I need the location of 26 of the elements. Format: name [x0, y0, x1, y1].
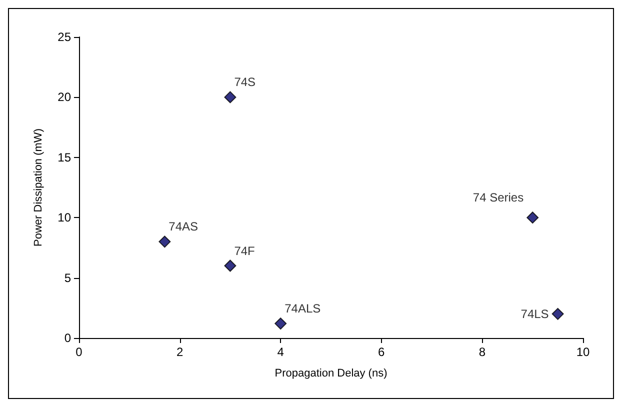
- point: [552, 308, 564, 320]
- y-tick-label: 20: [58, 90, 72, 104]
- point: [224, 260, 236, 272]
- annotation: 74F: [234, 244, 255, 258]
- annotation: 74 Series: [472, 190, 524, 205]
- x-tick-label: 4: [277, 345, 284, 359]
- y-tick-label: 25: [58, 30, 72, 44]
- annotation: 74S: [234, 75, 256, 90]
- x-tick-label: 2: [176, 345, 184, 359]
- x-tick-label: 8: [478, 345, 486, 359]
- x-tick-label: 10: [576, 345, 590, 359]
- y-tick-label: 5: [64, 270, 72, 285]
- point: [274, 318, 287, 330]
- point: [158, 236, 171, 248]
- point: [224, 91, 236, 104]
- annotation: 74ALS: [284, 302, 321, 316]
- annotation: 74AS: [168, 220, 198, 234]
- y-axis-title: Power Dissipation (mW): [32, 128, 44, 246]
- y-tick-label: 15: [58, 150, 72, 164]
- point: [526, 212, 539, 224]
- x-axis-title: Propagation Delay (ns): [274, 368, 388, 380]
- x-tick-label: 6: [378, 345, 386, 359]
- y-tick-label: 10: [58, 210, 72, 225]
- y-tick-label: 0: [64, 331, 72, 345]
- x-tick-label: 0: [76, 345, 83, 359]
- annotation: 74LS: [520, 306, 549, 321]
